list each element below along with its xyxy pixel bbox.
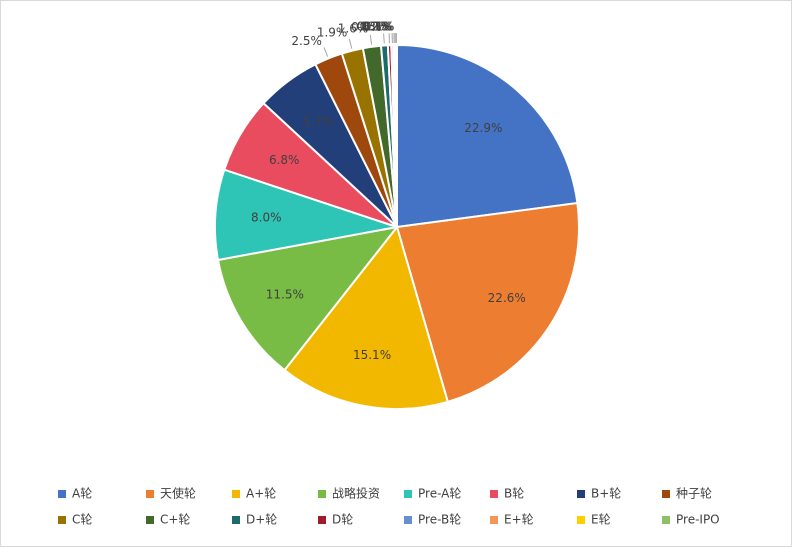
legend-label: E轮 — [591, 513, 611, 527]
legend-label: D轮 — [332, 513, 353, 527]
pie-slice — [216, 225, 400, 372]
legend-label: 战略投资 — [332, 486, 380, 501]
data-label: 2.5% — [291, 34, 322, 48]
legend-marker — [662, 516, 670, 524]
legend-label: A轮 — [72, 487, 92, 501]
legend-label: E+轮 — [504, 513, 534, 527]
leader-line — [323, 47, 329, 57]
legend-marker — [146, 490, 154, 498]
pie-slice — [394, 43, 398, 228]
leader-line — [369, 34, 373, 45]
legend-marker — [58, 516, 66, 524]
data-label: 22.6% — [488, 291, 526, 305]
data-label: 6.8% — [269, 153, 300, 167]
legend-label: B轮 — [504, 487, 524, 501]
data-label: 1.9% — [317, 25, 348, 39]
data-label: 1.6% — [338, 21, 369, 35]
legend-marker — [490, 490, 498, 498]
data-label: 0.1% — [361, 20, 392, 34]
legend-marker — [577, 490, 585, 498]
pie-slice — [283, 224, 450, 410]
legend-marker — [232, 490, 240, 498]
data-label: 8.0% — [251, 210, 282, 224]
legend-marker — [404, 516, 412, 524]
legend-label: C+轮 — [160, 513, 190, 527]
data-label: 0.2% — [360, 20, 391, 34]
legend-label: Pre-IPO — [676, 513, 720, 527]
legend-label: C轮 — [72, 513, 92, 527]
pie-slice — [214, 168, 398, 262]
leader-line — [383, 33, 385, 44]
data-label: 5.7% — [303, 115, 334, 129]
legend-marker — [490, 516, 498, 524]
pie-slice — [396, 43, 579, 229]
legend-label: A+轮 — [246, 487, 276, 501]
legend-label: Pre-B轮 — [418, 513, 461, 527]
legend-marker — [577, 516, 585, 524]
legend-marker — [58, 490, 66, 498]
legend-label: D+轮 — [246, 513, 277, 527]
legend-marker — [662, 490, 670, 498]
data-label: 0.6% — [351, 20, 382, 34]
legend-label: B+轮 — [591, 487, 621, 501]
legend-marker — [318, 516, 326, 524]
data-label: 0.1% — [364, 20, 395, 34]
legend-label: Pre-A轮 — [418, 487, 461, 501]
legend-marker — [232, 516, 240, 524]
legend-marker — [318, 490, 326, 498]
legend-marker — [146, 516, 154, 524]
leader-line — [348, 38, 353, 49]
data-label: 15.1% — [353, 348, 391, 362]
data-label: 11.5% — [266, 287, 304, 301]
legend-label: 天使轮 — [160, 486, 196, 501]
legend-marker — [404, 490, 412, 498]
data-label: 22.9% — [464, 121, 502, 135]
legend-label: 种子轮 — [676, 487, 712, 501]
data-label: 0.3% — [357, 20, 388, 34]
pie-slice — [395, 201, 580, 404]
data-label: 0.1% — [363, 20, 394, 34]
